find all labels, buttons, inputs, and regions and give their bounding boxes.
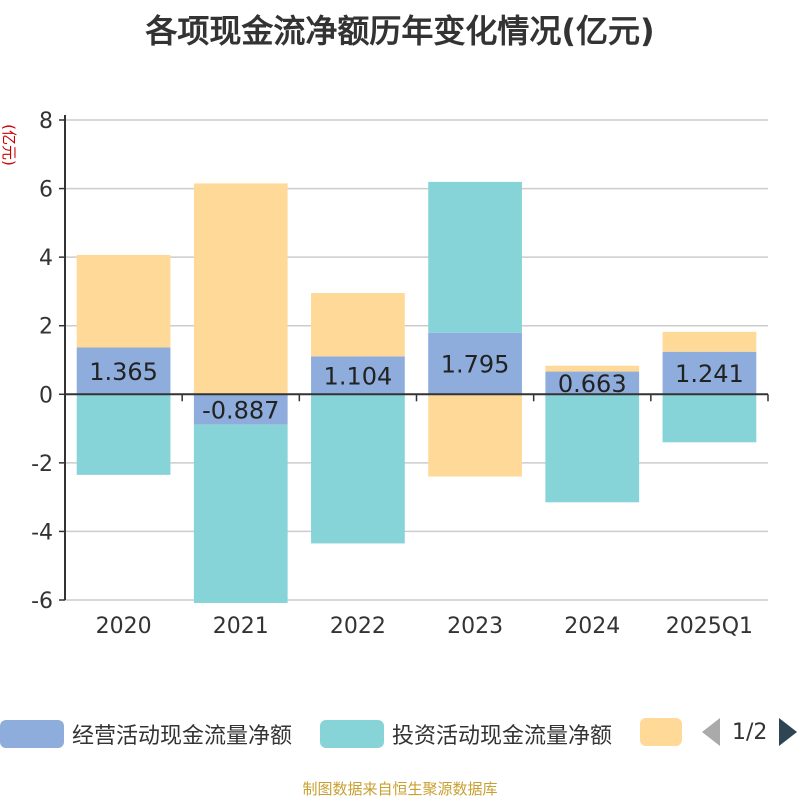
x-tick-label: 2023 bbox=[447, 614, 503, 639]
legend-item-investing[interactable]: 投资活动现金流量净额 bbox=[320, 718, 612, 750]
legend-label-operating: 经营活动现金流量净额 bbox=[72, 724, 293, 749]
legend-next-arrow-icon[interactable] bbox=[779, 718, 798, 746]
bar-investing-2025Q1 bbox=[662, 394, 757, 443]
legend: 经营活动现金流量净额 投资活动现金流量净额 1/2 bbox=[0, 712, 800, 756]
x-tick-label: 2025Q1 bbox=[666, 614, 753, 639]
x-tick-label: 2021 bbox=[213, 614, 269, 639]
bar-financing-2021 bbox=[193, 183, 288, 395]
bar-financing-2025Q1 bbox=[662, 331, 757, 352]
legend-swatch-financing bbox=[640, 718, 682, 746]
bar-investing-2021 bbox=[193, 424, 288, 603]
y-axis-label: (亿元) bbox=[0, 124, 18, 166]
data-label: 1.795 bbox=[441, 351, 510, 379]
bar-financing-2023 bbox=[428, 394, 522, 477]
bar-financing-2020 bbox=[76, 254, 171, 348]
y-tick-label: 6 bbox=[39, 178, 53, 203]
y-tick-label: 0 bbox=[39, 383, 53, 408]
bar-operating-2022 bbox=[311, 356, 405, 395]
y-tick-label: 2 bbox=[39, 315, 53, 340]
legend-label-investing: 投资活动现金流量净额 bbox=[392, 724, 613, 749]
bar-financing-2024 bbox=[545, 365, 640, 372]
bar-investing-2020 bbox=[76, 394, 171, 475]
bar-operating-2021 bbox=[193, 394, 288, 425]
data-label: 1.241 bbox=[675, 360, 744, 388]
data-label: 1.104 bbox=[324, 362, 393, 390]
bar-investing-2023 bbox=[428, 181, 522, 333]
y-tick-label: -2 bbox=[31, 452, 53, 477]
legend-pager: 1/2 bbox=[702, 718, 798, 746]
x-tick-label: 2022 bbox=[330, 614, 386, 639]
bar-operating-2023 bbox=[428, 332, 522, 395]
x-tick-label: 2024 bbox=[564, 614, 620, 639]
x-tick-label: 2020 bbox=[96, 614, 152, 639]
data-label: 0.663 bbox=[558, 370, 627, 398]
y-tick-label: -6 bbox=[31, 589, 53, 614]
legend-page-indicator: 1/2 bbox=[732, 719, 768, 745]
bar-operating-2025Q1 bbox=[662, 351, 757, 395]
bar-investing-2022 bbox=[311, 394, 405, 544]
y-tick-label: -4 bbox=[31, 520, 53, 545]
legend-swatch-investing bbox=[320, 720, 384, 748]
chart-title: 各项现金流净额历年变化情况(亿元) bbox=[145, 12, 655, 50]
legend-item-financing[interactable] bbox=[640, 718, 690, 746]
bar-financing-2022 bbox=[311, 293, 405, 357]
bar-operating-2020 bbox=[76, 347, 171, 395]
data-source-note: 制图数据来自恒生聚源数据库 bbox=[302, 780, 498, 798]
bar-operating-2024 bbox=[545, 371, 640, 395]
legend-prev-arrow-icon[interactable] bbox=[702, 718, 720, 746]
y-tick-label: 4 bbox=[39, 246, 53, 271]
data-label: 1.365 bbox=[89, 358, 158, 386]
bar-investing-2024 bbox=[545, 394, 640, 503]
legend-swatch-operating bbox=[0, 720, 64, 748]
legend-item-operating[interactable]: 经营活动现金流量净额 bbox=[0, 718, 292, 750]
data-label: -0.887 bbox=[202, 396, 279, 424]
cash-flow-chart: 8 6 4 2 0 -2 -4 -6 (亿元) 1.365 -0.887 1.104 1.795 0.66… bbox=[0, 109, 769, 639]
y-tick-label: 8 bbox=[39, 109, 53, 134]
